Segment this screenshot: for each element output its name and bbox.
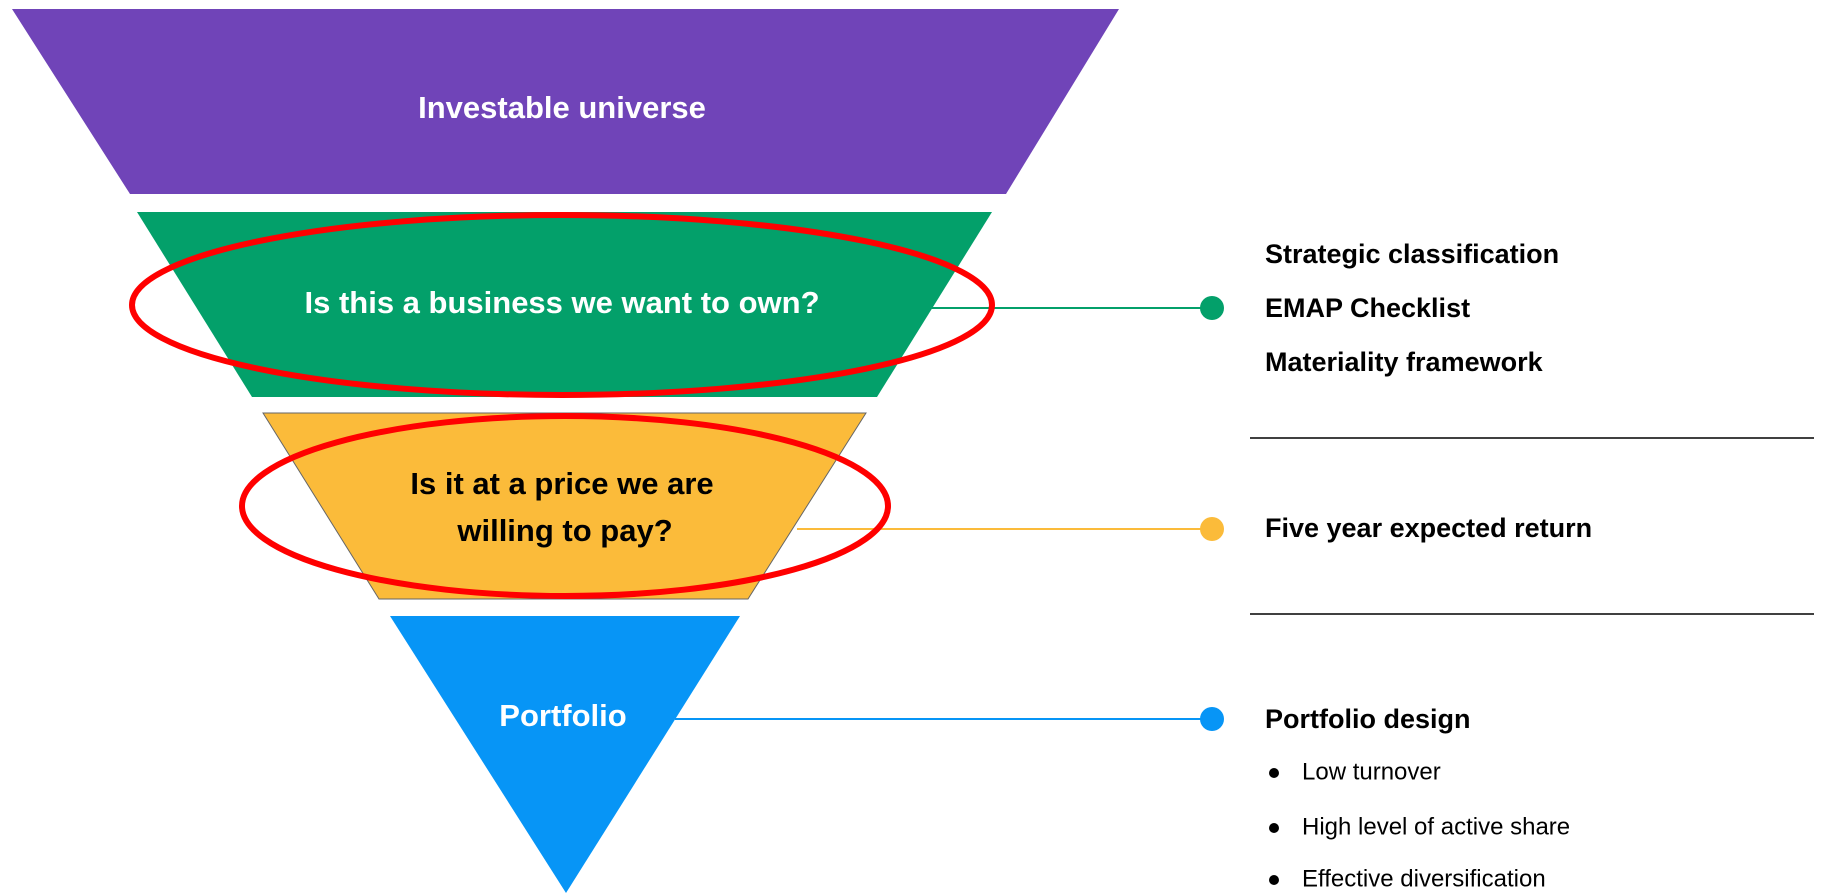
detail-item: EMAP Checklist [1265,293,1470,323]
stage-label: Portfolio [499,698,626,733]
connector-dot [1200,707,1224,731]
detail-item: Strategic classification [1265,239,1559,269]
stage-label: Investable universe [418,90,706,125]
detail-title: Portfolio design [1265,704,1471,734]
stage-label: Is this a business we want to own? [304,285,819,320]
connector-dot [1200,296,1224,320]
bullet-item: Effective diversification [1302,865,1546,892]
highlight-ellipse [239,413,891,599]
stage-portfolio [390,616,740,893]
detail-item: Five year expected return [1265,513,1592,543]
bullet-dot [1269,768,1279,778]
bullet-dot [1269,823,1279,833]
bullet-item: High level of active share [1302,813,1570,840]
stage-business [137,212,992,397]
stage-universe [12,9,1119,194]
detail-item: Materiality framework [1265,347,1544,377]
bullet-dot [1269,875,1279,885]
stage-label: Is it at a price we are [410,466,713,501]
connector-dot [1200,517,1224,541]
bullet-item: Low turnover [1302,758,1441,785]
highlight-ellipse [129,212,995,398]
stage-label: willing to pay? [456,513,672,548]
stage-price [262,412,867,600]
